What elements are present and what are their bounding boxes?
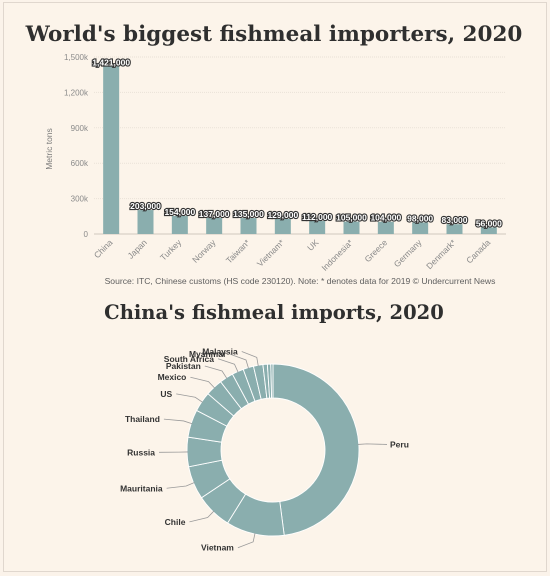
bar — [378, 222, 394, 234]
leader-line — [164, 419, 192, 424]
slice-label: Thailand — [125, 414, 160, 424]
y-tick-label: 1,500k — [64, 53, 89, 62]
leader-line — [167, 483, 195, 489]
category-label: China — [92, 237, 115, 260]
bar-value-label: 105,000 — [336, 213, 367, 223]
bar — [138, 210, 154, 234]
bar — [275, 219, 291, 234]
slice-label: Malaysia — [202, 347, 238, 357]
bar — [172, 216, 188, 234]
donut-slices — [187, 364, 359, 536]
pie-chart-title: China's fishmeal imports, 2020 — [104, 301, 444, 324]
slice-label: Mauritania — [120, 483, 163, 493]
donut-slice — [271, 364, 273, 398]
y-tick-label: 300k — [71, 195, 89, 204]
y-tick-label: 1,200k — [64, 88, 89, 97]
chart-canvas: World's biggest fishmeal importers, 2020… — [4, 3, 546, 571]
bar — [447, 224, 463, 234]
chart-figure: World's biggest fishmeal importers, 2020… — [3, 2, 547, 572]
leader-line — [189, 511, 213, 522]
bar-series — [103, 66, 497, 234]
bar-value-label: 154,000 — [164, 207, 195, 217]
y-tick-label: 0 — [84, 230, 89, 239]
category-label: Norway — [190, 237, 218, 265]
slice-label: Russia — [127, 447, 155, 457]
bar — [344, 222, 360, 234]
bar — [241, 218, 257, 234]
bar-value-label: 56,000 — [476, 218, 502, 228]
category-label: Denmark* — [424, 237, 458, 271]
leader-line — [190, 377, 214, 388]
slice-label: Peru — [390, 439, 409, 449]
y-tick-label: 900k — [71, 124, 89, 133]
leader-line — [238, 533, 255, 548]
bar-value-label: 83,000 — [442, 215, 468, 225]
bar-value-label: 129,000 — [267, 210, 298, 220]
y-tick-label: 600k — [71, 159, 89, 168]
leader-line — [205, 366, 227, 379]
bar-chart-title: World's biggest fishmeal importers, 2020 — [25, 22, 523, 47]
bar — [309, 221, 325, 234]
bar-value-label: 98,000 — [407, 213, 433, 223]
bar-value-label: 203,000 — [130, 201, 161, 211]
category-label: Greece — [362, 237, 389, 264]
slice-label: US — [160, 389, 172, 399]
bar-value-label: 135,000 — [233, 209, 264, 219]
leader-line — [176, 394, 202, 402]
bar-y-axis-label: Metric tons — [44, 128, 54, 170]
source-note: Source: ITC, Chinese customs (HS code 23… — [105, 276, 496, 286]
category-label: Canada — [464, 237, 492, 265]
slice-label: Chile — [165, 517, 186, 527]
bar — [412, 222, 428, 234]
category-label: Japan — [125, 237, 149, 261]
bar-value-label: 104,000 — [370, 213, 401, 223]
category-label: Indonesia* — [319, 237, 355, 273]
slice-label: Vietnam — [201, 543, 234, 553]
bar — [103, 66, 119, 234]
bar-value-label: 1,421,000 — [92, 57, 130, 67]
bar-y-axis: 0 300k 600k 900k 1,200k 1,500k — [64, 53, 89, 239]
category-label: Vietnam* — [255, 237, 287, 269]
donut-slice — [273, 364, 359, 535]
category-label: UK — [305, 237, 321, 253]
category-label: Taiwan* — [224, 237, 253, 266]
bar — [206, 218, 222, 234]
bar-value-label: 112,000 — [302, 212, 333, 222]
slice-label: Mexico — [158, 372, 187, 382]
leader-line — [358, 444, 387, 445]
bar-value-label: 137,000 — [199, 209, 230, 219]
category-label: Germany — [392, 237, 424, 269]
category-label: Turkey — [158, 237, 184, 263]
